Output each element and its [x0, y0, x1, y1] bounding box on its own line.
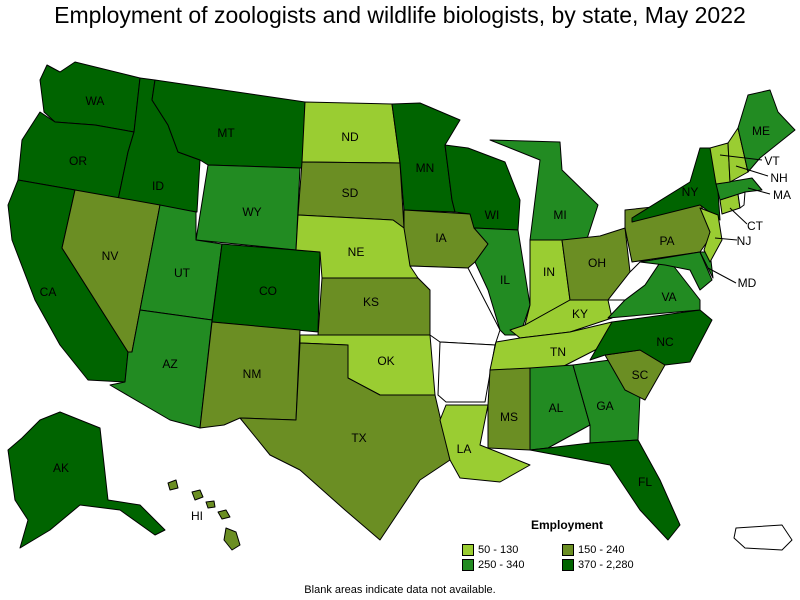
state-nc[interactable]	[589, 309, 713, 366]
state-label-pa: PA	[659, 234, 674, 248]
state-label-mt: MT	[217, 126, 235, 140]
state-hi[interactable]	[167, 479, 241, 551]
state-pr	[733, 524, 793, 551]
state-label-nc: NC	[656, 335, 674, 349]
state-ms[interactable]	[487, 367, 531, 451]
state-label-sd: SD	[342, 186, 359, 200]
state-label-ca: CA	[40, 285, 57, 299]
state-label-ny: NY	[682, 185, 699, 199]
legend-label: 50 - 130	[478, 543, 519, 556]
state-label-ct: CT	[747, 219, 764, 233]
state-label-nh: NH	[770, 171, 787, 185]
state-label-tx: TX	[351, 431, 366, 445]
state-label-az: AZ	[162, 357, 177, 371]
state-label-nm: NM	[243, 367, 262, 381]
legend-item-50-130: 50 - 130	[462, 543, 562, 556]
legend-swatch	[562, 543, 574, 556]
state-label-ne: NE	[348, 245, 365, 259]
label-leader-lines	[707, 154, 771, 284]
legend-label: 250 - 340	[478, 558, 525, 571]
legend: Employment 50 - 130 150 - 240 250 - 340 …	[462, 518, 662, 572]
state-me[interactable]	[737, 89, 796, 173]
state-label-ut: UT	[174, 266, 191, 280]
state-la[interactable]	[439, 404, 531, 483]
state-label-co: CO	[259, 284, 277, 298]
state-fl[interactable]	[529, 439, 681, 541]
state-label-oh: OH	[588, 256, 606, 270]
state-nj[interactable]	[699, 207, 723, 263]
state-label-il: IL	[500, 273, 510, 287]
legend-label: 150 - 240	[578, 543, 625, 556]
state-label-ga: GA	[596, 399, 613, 413]
state-label-ia: IA	[435, 231, 446, 245]
state-label-sc: SC	[632, 368, 649, 382]
state-label-vt: VT	[764, 154, 780, 168]
state-il[interactable]	[473, 227, 531, 336]
state-label-va: VA	[661, 290, 676, 304]
footnote: Blank areas indicate data not available.	[304, 584, 496, 596]
state-label-or: OR	[69, 154, 87, 168]
legend-item-370-2280: 370 - 2,280	[562, 558, 662, 571]
state-label-in: IN	[543, 265, 555, 279]
state-label-hi: HI	[191, 509, 203, 523]
legend-label: 370 - 2,280	[578, 558, 634, 571]
state-label-wa: WA	[86, 94, 105, 108]
state-label-md: MD	[738, 276, 757, 290]
state-ma[interactable]	[715, 177, 763, 201]
state-label-al: AL	[549, 401, 564, 415]
state-label-me: ME	[752, 124, 770, 138]
state-label-ok: OK	[377, 354, 394, 368]
state-label-id: ID	[152, 179, 164, 193]
state-label-nd: ND	[341, 130, 359, 144]
legend-item-150-240: 150 - 240	[562, 543, 662, 556]
legend-swatch	[462, 543, 474, 556]
legend-title: Employment	[530, 518, 603, 532]
state-label-ks: KS	[363, 295, 379, 309]
state-label-la: LA	[457, 442, 472, 456]
state-ar[interactable]	[437, 341, 496, 403]
state-labels: WA OR CA ID NV MT WY UT AZ CO NM ND SD N…	[40, 94, 791, 523]
legend-item-250-340: 250 - 340	[462, 558, 562, 571]
state-mi[interactable]	[489, 139, 599, 246]
state-label-ms: MS	[500, 410, 518, 424]
state-label-ky: KY	[572, 307, 588, 321]
map-title: Employment of zoologists and wildlife bi…	[54, 2, 746, 28]
legend-swatch	[462, 558, 474, 571]
state-tx[interactable]	[239, 342, 451, 541]
state-label-nv: NV	[102, 249, 119, 263]
state-label-tn: TN	[550, 345, 566, 359]
state-label-fl: FL	[638, 475, 652, 489]
state-label-nj: NJ	[737, 234, 752, 248]
state-label-ak: AK	[53, 461, 69, 475]
state-label-wi: WI	[485, 208, 500, 222]
state-label-ma: MA	[773, 188, 791, 202]
state-label-mn: MN	[416, 161, 435, 175]
state-al[interactable]	[529, 364, 591, 451]
state-label-wy: WY	[242, 205, 261, 219]
legend-swatch	[562, 558, 574, 571]
state-ak[interactable]	[7, 411, 166, 549]
state-label-mi: MI	[553, 208, 566, 222]
